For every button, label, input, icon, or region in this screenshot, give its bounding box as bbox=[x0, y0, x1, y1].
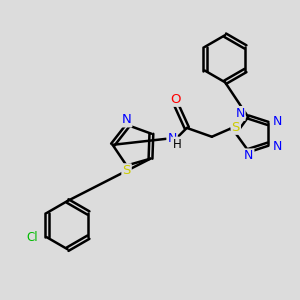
Text: N: N bbox=[244, 149, 254, 162]
Text: N: N bbox=[122, 113, 131, 126]
Text: H: H bbox=[173, 138, 182, 151]
Text: N: N bbox=[167, 132, 177, 145]
Text: Cl: Cl bbox=[27, 231, 38, 244]
Text: O: O bbox=[170, 93, 180, 106]
Text: S: S bbox=[122, 164, 131, 177]
Text: N: N bbox=[235, 107, 245, 120]
Text: S: S bbox=[232, 121, 240, 134]
Text: N: N bbox=[273, 140, 283, 153]
Text: N: N bbox=[273, 115, 283, 128]
